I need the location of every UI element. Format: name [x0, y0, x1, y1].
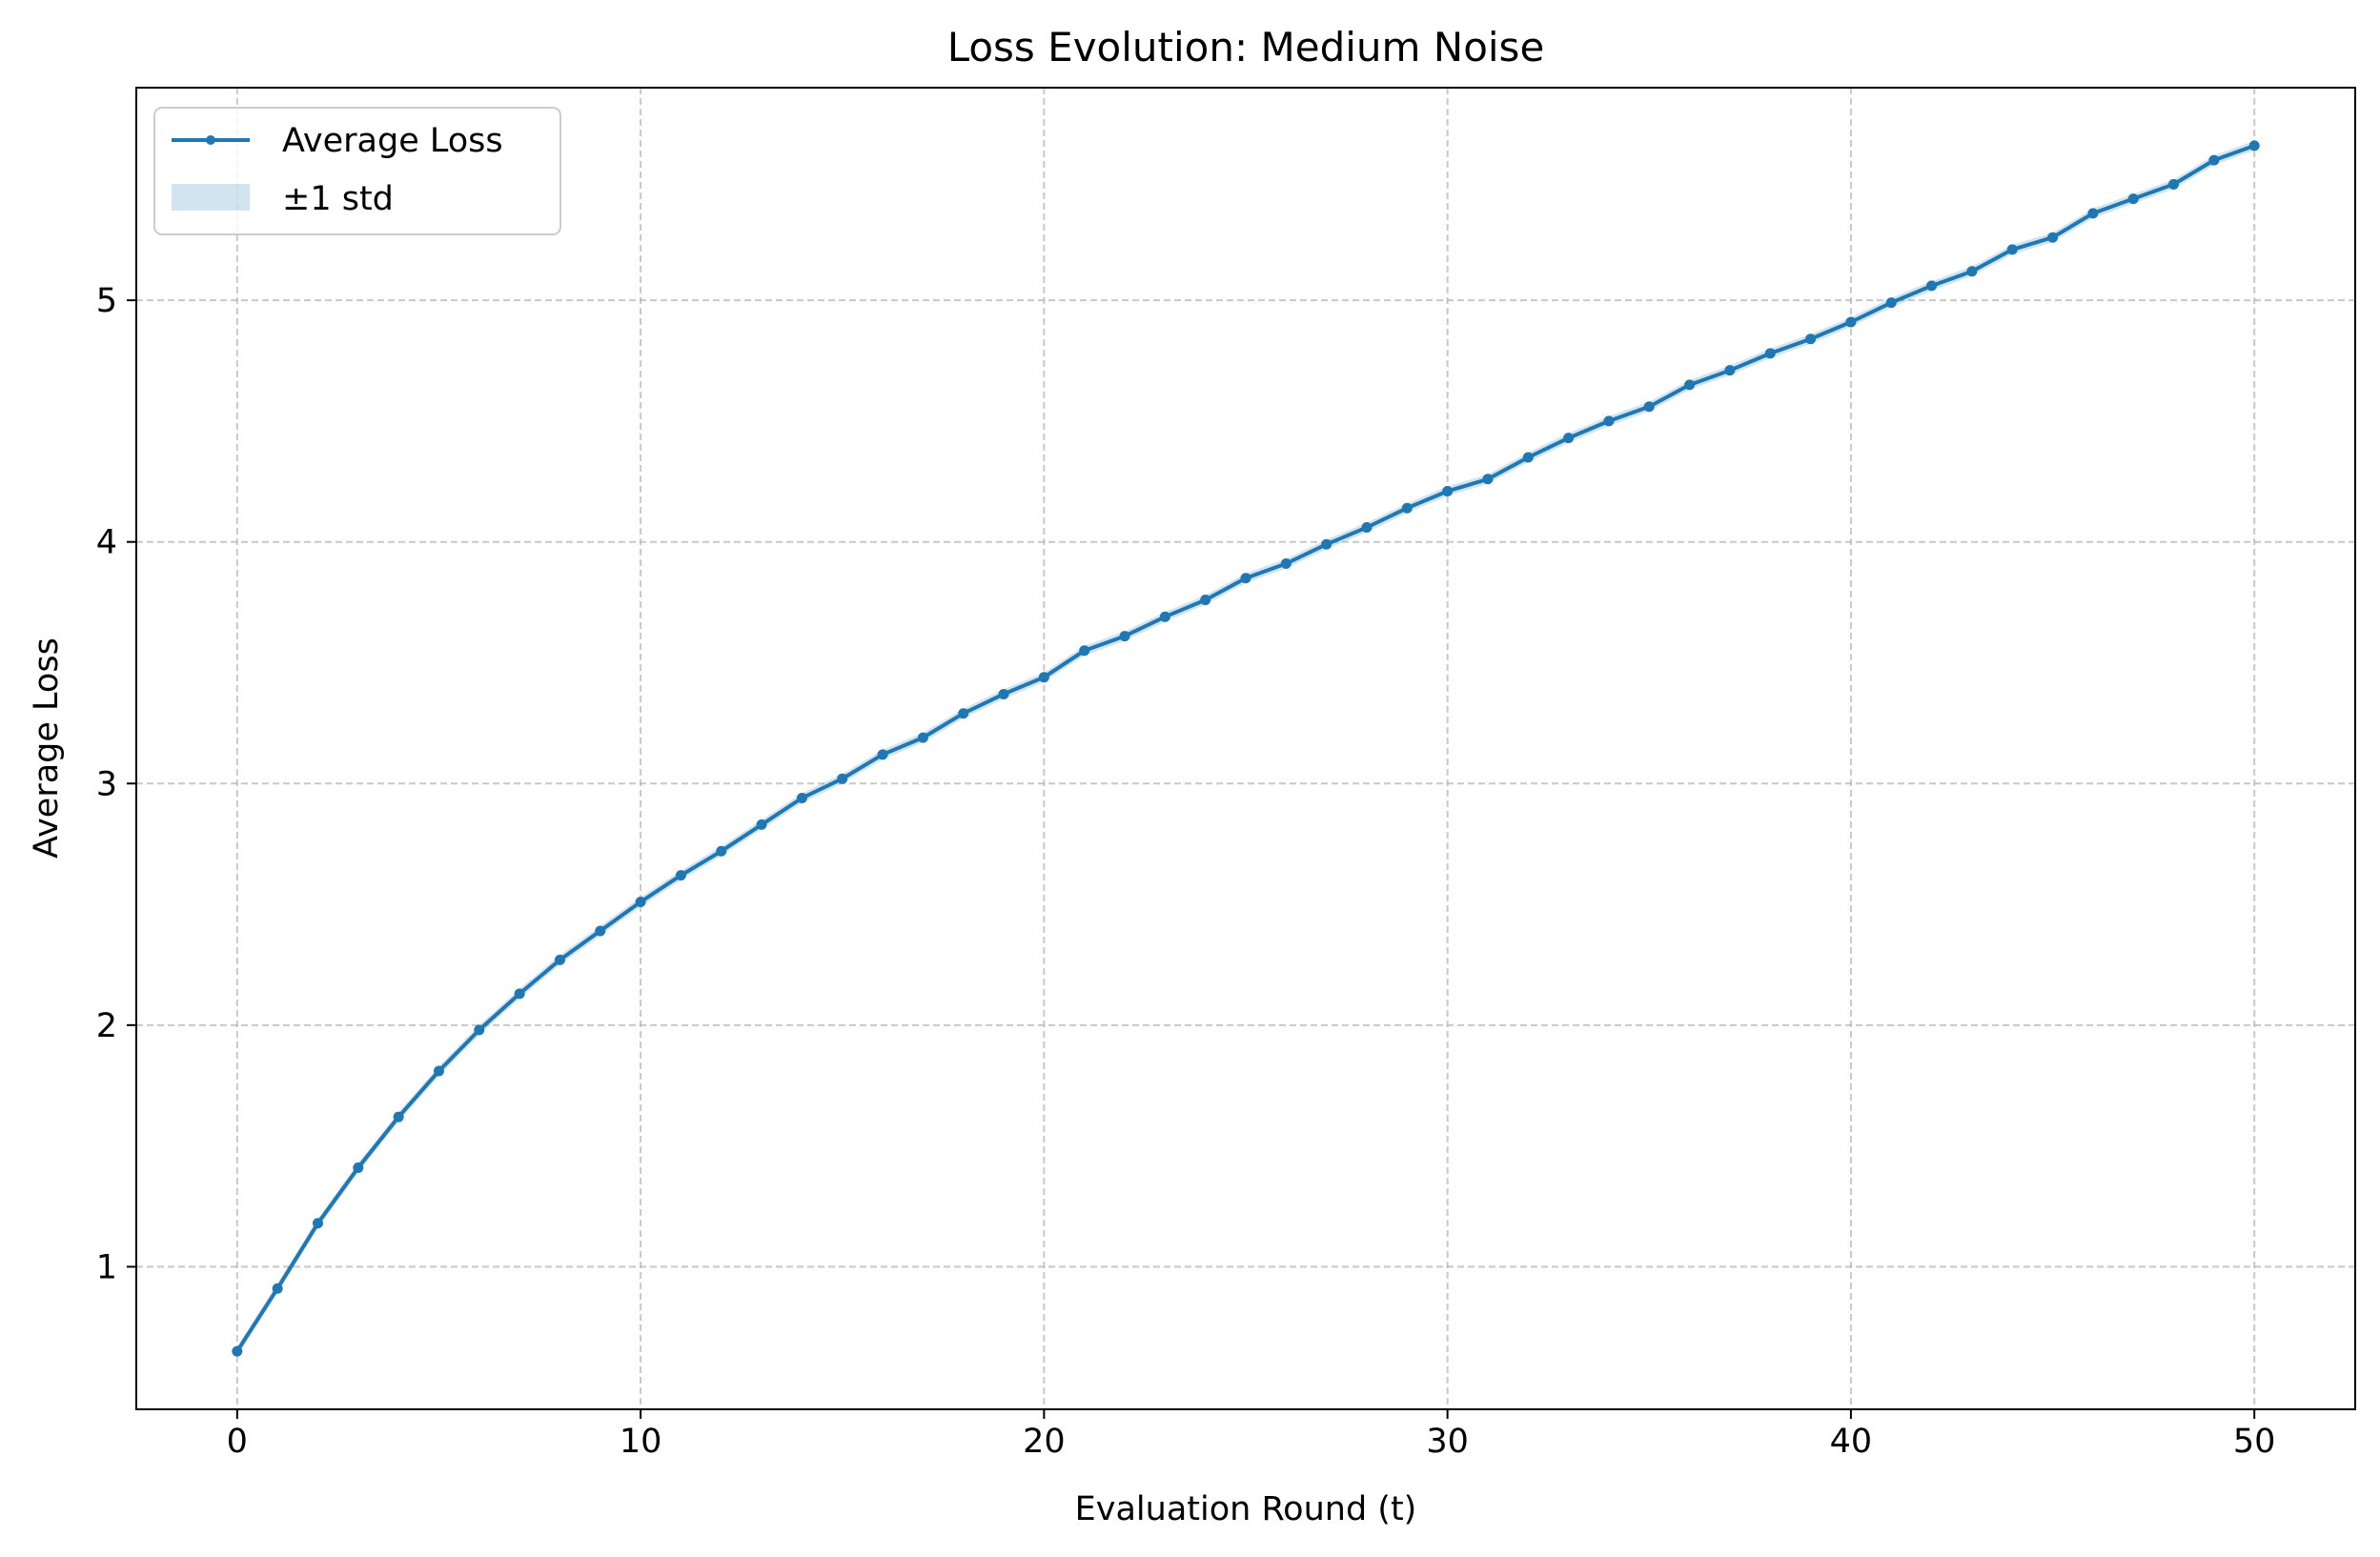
data-point	[675, 870, 686, 881]
data-point	[1885, 297, 1897, 309]
data-point	[1563, 433, 1575, 444]
data-point	[1603, 415, 1615, 427]
data-point	[1805, 334, 1817, 345]
data-point	[272, 1283, 283, 1294]
x-tick-label: 40	[1830, 1423, 1873, 1461]
data-point	[474, 1024, 485, 1036]
data-point	[312, 1218, 323, 1229]
data-point	[1200, 595, 1211, 606]
legend-band-swatch	[172, 184, 250, 211]
data-point	[514, 988, 525, 1000]
data-point	[756, 819, 767, 830]
data-point	[353, 1162, 364, 1173]
data-point	[1119, 631, 1130, 642]
data-point	[917, 732, 928, 743]
legend-label-std: ±1 std	[282, 180, 394, 218]
data-point	[1240, 573, 1251, 584]
data-point	[716, 845, 727, 857]
y-tick-label: 4	[96, 524, 117, 562]
data-point	[1361, 521, 1373, 533]
data-point	[958, 708, 969, 719]
data-points	[232, 140, 2260, 1357]
data-point	[1845, 316, 1857, 328]
data-point	[1159, 611, 1170, 622]
y-tick-label: 3	[96, 765, 117, 803]
data-point	[2006, 244, 2018, 255]
legend-label-average-loss: Average Loss	[282, 122, 503, 160]
data-point	[2087, 208, 2099, 219]
data-point	[595, 925, 606, 937]
data-point	[1482, 474, 1494, 485]
x-tick-label: 20	[1023, 1423, 1066, 1461]
data-point	[1038, 672, 1049, 683]
x-tick-label: 50	[2233, 1423, 2276, 1461]
grid-lines	[136, 88, 2355, 1409]
x-tick-label: 10	[620, 1423, 662, 1461]
data-point	[2248, 140, 2260, 152]
data-point	[1643, 401, 1655, 413]
chart-title: Loss Evolution: Medium Noise	[947, 24, 1545, 71]
data-point	[393, 1111, 404, 1122]
data-point	[1926, 280, 1938, 292]
legend-frame	[153, 107, 561, 235]
data-point	[796, 792, 807, 803]
data-point	[2127, 193, 2139, 205]
data-point	[2208, 154, 2220, 166]
data-point	[1764, 348, 1776, 359]
plot-area-frame	[135, 87, 2356, 1410]
data-point	[2047, 232, 2059, 243]
x-tick-label: 30	[1426, 1423, 1469, 1461]
data-point	[635, 897, 646, 908]
y-tick-label: 5	[96, 282, 117, 320]
y-axis-ticks: 1 2 3 4 5	[96, 282, 136, 1286]
x-axis-ticks: 0 10 20 30 40 50	[227, 1409, 2276, 1461]
data-point	[1966, 266, 1978, 277]
data-point	[837, 773, 848, 784]
data-point	[1684, 379, 1696, 391]
x-tick-label: 0	[227, 1423, 248, 1461]
data-point	[554, 954, 565, 965]
data-point	[877, 749, 888, 760]
y-tick-label: 2	[96, 1007, 117, 1045]
data-point	[2168, 178, 2180, 190]
data-point	[1401, 502, 1413, 514]
y-axis-label: Average Loss	[28, 637, 66, 859]
legend-marker-swatch	[206, 135, 215, 145]
data-point	[1321, 538, 1332, 550]
data-point	[998, 688, 1009, 699]
data-point	[1724, 365, 1736, 376]
data-point	[232, 1345, 243, 1357]
legend: Average Loss ±1 std	[153, 107, 561, 235]
x-axis-label: Evaluation Round (t)	[1075, 1490, 1417, 1528]
y-tick-label: 1	[96, 1248, 117, 1286]
data-point	[1079, 645, 1090, 657]
data-point	[433, 1065, 444, 1077]
data-point	[1442, 485, 1454, 496]
data-point	[1280, 558, 1292, 570]
data-point	[1522, 452, 1534, 463]
